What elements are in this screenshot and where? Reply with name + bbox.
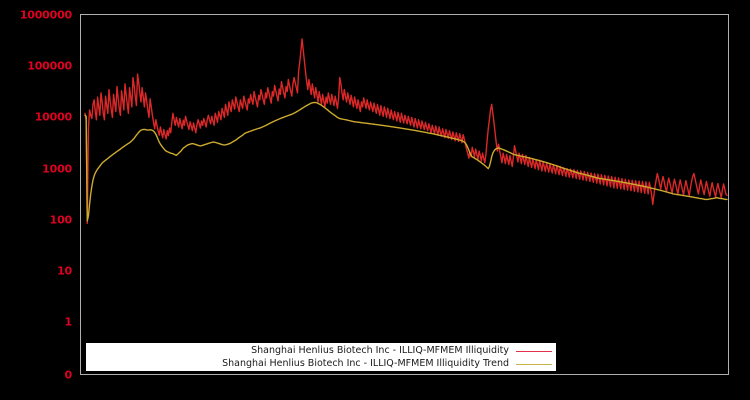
- y-tick-label: 10000: [34, 110, 72, 124]
- plot-area: [80, 14, 729, 375]
- y-axis: 1000000 100000 10000 1000 100 10 1 0: [0, 0, 80, 400]
- y-tick-label: 100: [49, 213, 73, 227]
- y-tick-label: 1000000: [19, 8, 72, 22]
- y-tick-label: 1000: [42, 162, 72, 176]
- series-illiquidity: [84, 38, 728, 225]
- y-tick-label: 10: [57, 264, 72, 278]
- y-tick-label: 100000: [27, 59, 72, 73]
- y-tick-label: 1: [64, 315, 73, 329]
- series-illiquidity-trend: [84, 101, 728, 222]
- legend-swatch-illiquidity: [516, 346, 552, 356]
- series-canvas: [84, 38, 728, 225]
- legend-swatch-illiquidity-trend: [516, 359, 552, 369]
- legend-label-illiquidity: Shanghai Henlius Biotech Inc - ILLIQ-MFM…: [251, 345, 509, 356]
- y-tick-label: 0: [64, 368, 73, 382]
- legend-entry-illiquidity: Shanghai Henlius Biotech Inc - ILLIQ-MFM…: [86, 344, 556, 357]
- legend-entry-illiquidity-trend: Shanghai Henlius Biotech Inc - ILLIQ-MFM…: [86, 357, 556, 370]
- legend-label-illiquidity-trend: Shanghai Henlius Biotech Inc - ILLIQ-MFM…: [222, 358, 509, 369]
- chart-legend: Shanghai Henlius Biotech Inc - ILLIQ-MFM…: [86, 343, 556, 371]
